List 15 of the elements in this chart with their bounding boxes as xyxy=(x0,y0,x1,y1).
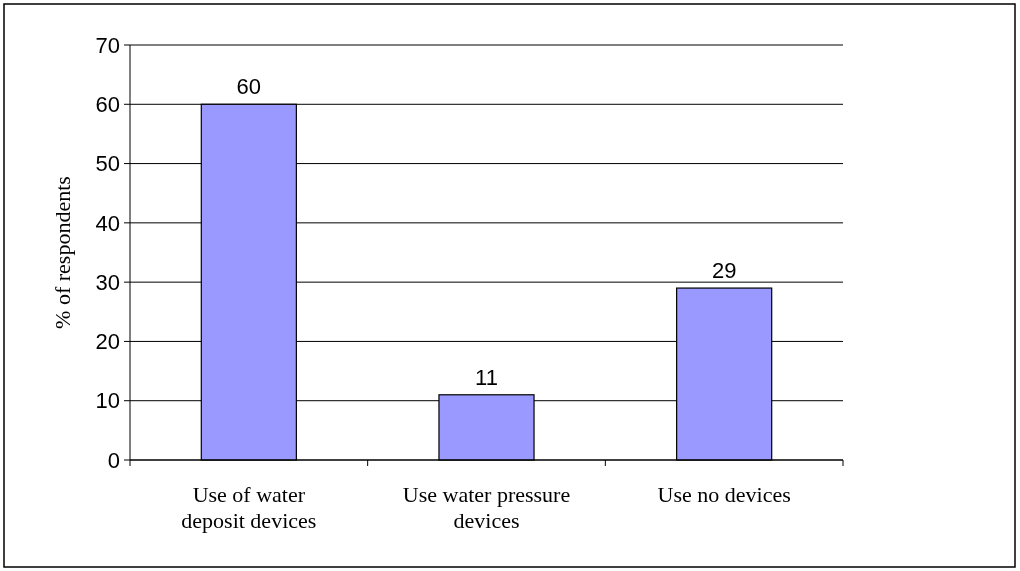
x-tick-label: Use of water deposit devices xyxy=(181,482,317,533)
data-label: 11 xyxy=(475,364,498,390)
y-tick-label: 20 xyxy=(95,329,120,355)
y-tick-label: 10 xyxy=(95,388,120,414)
data-label: 29 xyxy=(711,258,737,284)
y-tick-label: 70 xyxy=(95,32,120,58)
x-tick-label: Use no devices xyxy=(657,482,791,507)
y-tick-label: 50 xyxy=(95,151,120,177)
x-tick-label: Use water pressure devices xyxy=(402,482,571,533)
y-tick-label: 0 xyxy=(107,447,120,473)
y-axis-title: % of respondents xyxy=(50,176,75,329)
y-tick-label: 60 xyxy=(95,91,120,117)
y-tick-label: 40 xyxy=(95,210,120,236)
data-label: 60 xyxy=(236,74,262,100)
y-tick-label: 30 xyxy=(95,269,120,295)
